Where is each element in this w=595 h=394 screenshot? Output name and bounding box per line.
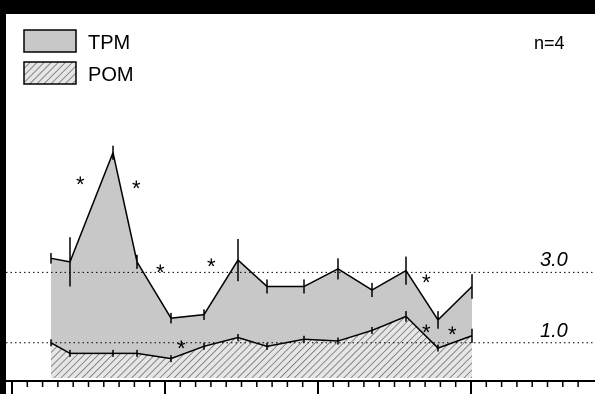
significance-star: * xyxy=(132,176,141,201)
significance-markers: * * * * * * * * xyxy=(76,172,457,361)
legend-label-tpm: TPM xyxy=(88,32,130,54)
legend: TPM POM xyxy=(23,29,134,86)
significance-star: * xyxy=(422,270,431,295)
x-axis xyxy=(6,380,595,394)
legend-swatch-pom xyxy=(23,61,77,85)
ref-label-1: 1.0 xyxy=(540,320,568,342)
reference-lines xyxy=(6,271,595,344)
significance-star: * xyxy=(76,172,85,197)
series-area-pom xyxy=(51,316,472,378)
significance-star: * xyxy=(422,320,431,345)
significance-star: * xyxy=(207,254,216,279)
series-line-tpm xyxy=(50,150,473,322)
legend-swatch-tpm xyxy=(23,29,77,53)
significance-star: * xyxy=(177,336,186,361)
series-line-pom xyxy=(50,315,473,360)
ref-label-3: 3.0 xyxy=(540,249,568,271)
significance-star: * xyxy=(156,260,165,285)
series-area-tpm xyxy=(51,152,472,378)
significance-star: * xyxy=(448,322,457,347)
sample-size-label: n=4 xyxy=(534,33,565,53)
plot-area xyxy=(50,145,473,378)
legend-label-pom: POM xyxy=(88,64,134,86)
